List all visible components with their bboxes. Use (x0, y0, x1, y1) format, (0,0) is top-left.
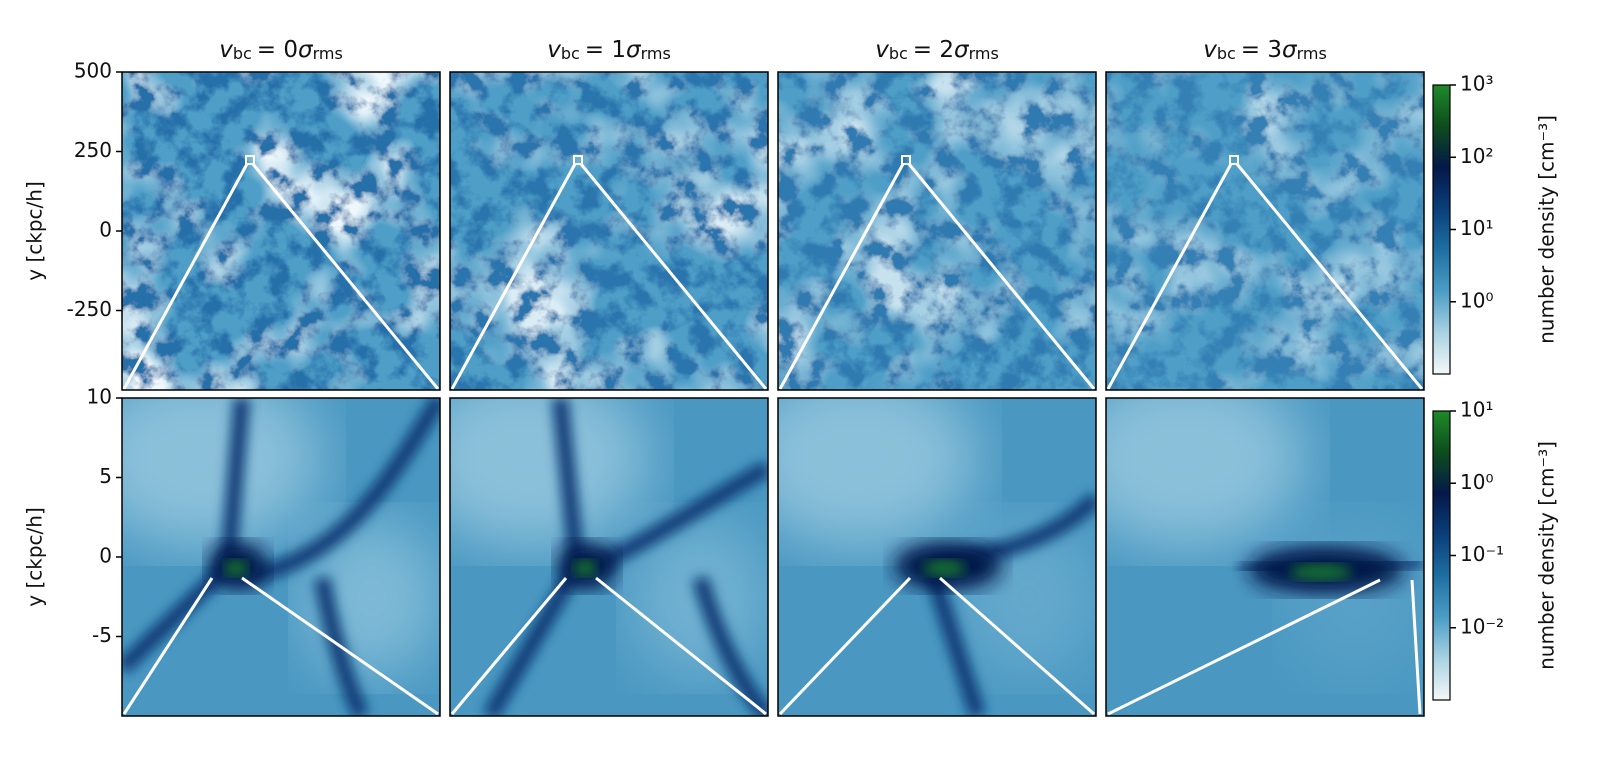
colorbar (1432, 410, 1451, 701)
title-symbol: v (875, 37, 889, 63)
column-title: vbc = 0σrms (219, 37, 343, 63)
title-subscript: rms (1297, 44, 1327, 63)
density-map (450, 398, 768, 716)
colorbar-label: number density [cm⁻³] (1535, 115, 1559, 344)
halo-core (922, 560, 967, 576)
title-subscript: bc (233, 44, 252, 63)
title-symbol: v (219, 37, 233, 63)
halo-core (1289, 564, 1353, 580)
title-subscript: bc (1217, 44, 1236, 63)
y-tick-label: 10 (87, 385, 112, 409)
y-tick-label: 0 (99, 218, 112, 242)
y-tick-label: 250 (74, 138, 112, 162)
colorbar-tick-label: 10¹ (1460, 216, 1493, 240)
y-tick-label: 5 (99, 464, 112, 488)
colorbar-label: number density [cm⁻³] (1535, 441, 1559, 670)
zoom-line (1107, 578, 1422, 716)
y-tick-label: -5 (92, 623, 112, 647)
title-subscript: rms (313, 44, 343, 63)
zoom-line (1106, 163, 1424, 390)
panel-frame (449, 71, 769, 391)
map-light (450, 398, 650, 548)
zoom-box (245, 155, 255, 165)
colorbar-tick-label: 10¹ (1460, 398, 1493, 422)
column-title: vbc = 1σrms (547, 37, 671, 63)
halo-core (573, 560, 597, 576)
panel-frame (777, 71, 1097, 391)
colorbar-tick-label: 10⁰ (1460, 288, 1493, 312)
title-equals: = 1 (585, 37, 626, 63)
zoom-line (450, 163, 768, 390)
map-texture (450, 72, 768, 390)
map-light (122, 398, 322, 548)
title-sigma: σ (954, 37, 970, 63)
y-axis-label: y [ckpc/h] (23, 181, 47, 280)
zoom-box (573, 155, 583, 165)
y-tick-label: -250 (67, 297, 112, 321)
colorbar-tick-label: 10⁰ (1460, 470, 1493, 494)
filament (483, 398, 768, 716)
panel-frame (1105, 71, 1425, 391)
title-equals: = 0 (257, 37, 298, 63)
zoom-line (450, 576, 767, 716)
panel-frame (449, 397, 769, 717)
colorbar-tick-label: 10² (1460, 144, 1493, 168)
title-sigma: σ (626, 37, 642, 63)
title-sigma: σ (298, 37, 314, 63)
title-symbol: v (1203, 37, 1217, 63)
colorbar-tick-label: 10³ (1460, 72, 1493, 96)
y-tick-label: 0 (99, 544, 112, 568)
density-map (122, 398, 440, 716)
zoom-box (1229, 155, 1239, 165)
zoom-box (901, 155, 911, 165)
colorbar (1432, 84, 1451, 375)
title-subscript: rms (969, 44, 999, 63)
density-map (778, 398, 1096, 716)
title-sigma: σ (1282, 37, 1298, 63)
y-tick-label: 500 (74, 59, 112, 83)
map-light (1106, 398, 1306, 548)
filament (122, 398, 440, 716)
zoom-line (122, 163, 440, 390)
zoom-line (778, 163, 1096, 390)
title-symbol: v (547, 37, 561, 63)
density-map (450, 72, 768, 390)
map-light (778, 398, 978, 548)
panel-frame (777, 397, 1097, 717)
zoom-line (778, 576, 1095, 716)
map-texture (1106, 72, 1424, 390)
column-title: vbc = 2σrms (875, 37, 999, 63)
density-map (1106, 398, 1424, 716)
density-map (778, 72, 1096, 390)
colorbar-tick-label: 10⁻¹ (1460, 542, 1504, 566)
density-map (122, 72, 440, 390)
map-light (1286, 518, 1424, 678)
colorbar-tick-label: 10⁻² (1460, 614, 1504, 638)
title-subscript: bc (889, 44, 908, 63)
density-map (1106, 72, 1424, 390)
panel-frame (1105, 397, 1425, 717)
title-subscript: rms (641, 44, 671, 63)
zoom-line (122, 576, 439, 716)
title-subscript: bc (561, 44, 580, 63)
title-equals: = 2 (913, 37, 954, 63)
halo-core (224, 560, 248, 576)
y-axis-label: y [ckpc/h] (23, 507, 47, 606)
map-texture (122, 72, 440, 390)
map-texture (778, 72, 1096, 390)
title-equals: = 3 (1241, 37, 1282, 63)
column-title: vbc = 3σrms (1203, 37, 1327, 63)
